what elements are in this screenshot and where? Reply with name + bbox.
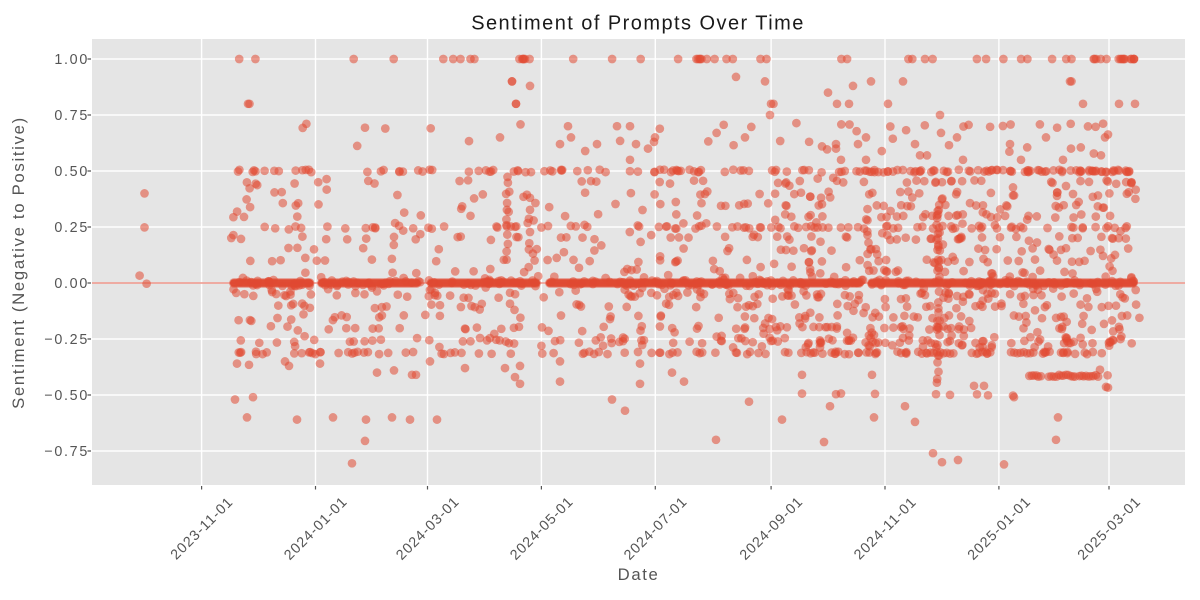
- svg-text:0.25: 0.25: [54, 220, 89, 236]
- svg-text:Sentiment (Negative to Positiv: Sentiment (Negative to Positive): [9, 116, 28, 409]
- svg-text:2024-03-01: 2024-03-01: [393, 494, 463, 564]
- svg-text:2024-07-01: 2024-07-01: [621, 494, 691, 564]
- svg-text:2025-01-01: 2025-01-01: [965, 494, 1035, 564]
- svg-text:−0.50: −0.50: [44, 388, 89, 404]
- svg-text:Sentiment of Prompts Over Time: Sentiment of Prompts Over Time: [471, 13, 805, 35]
- svg-text:0.50: 0.50: [54, 164, 89, 180]
- svg-text:2023-11-01: 2023-11-01: [168, 494, 237, 563]
- svg-text:0.00: 0.00: [54, 276, 89, 292]
- svg-text:2024-01-01: 2024-01-01: [281, 494, 351, 564]
- svg-text:2024-09-01: 2024-09-01: [737, 494, 807, 564]
- svg-text:2025-03-01: 2025-03-01: [1075, 494, 1145, 564]
- svg-text:1.00: 1.00: [54, 52, 89, 68]
- svg-text:2024-05-01: 2024-05-01: [507, 494, 577, 564]
- svg-text:2024-11-01: 2024-11-01: [851, 494, 920, 563]
- svg-text:Date: Date: [618, 565, 660, 584]
- svg-text:0.75: 0.75: [54, 108, 89, 124]
- svg-text:−0.25: −0.25: [44, 332, 89, 348]
- svg-text:−0.75: −0.75: [44, 444, 89, 460]
